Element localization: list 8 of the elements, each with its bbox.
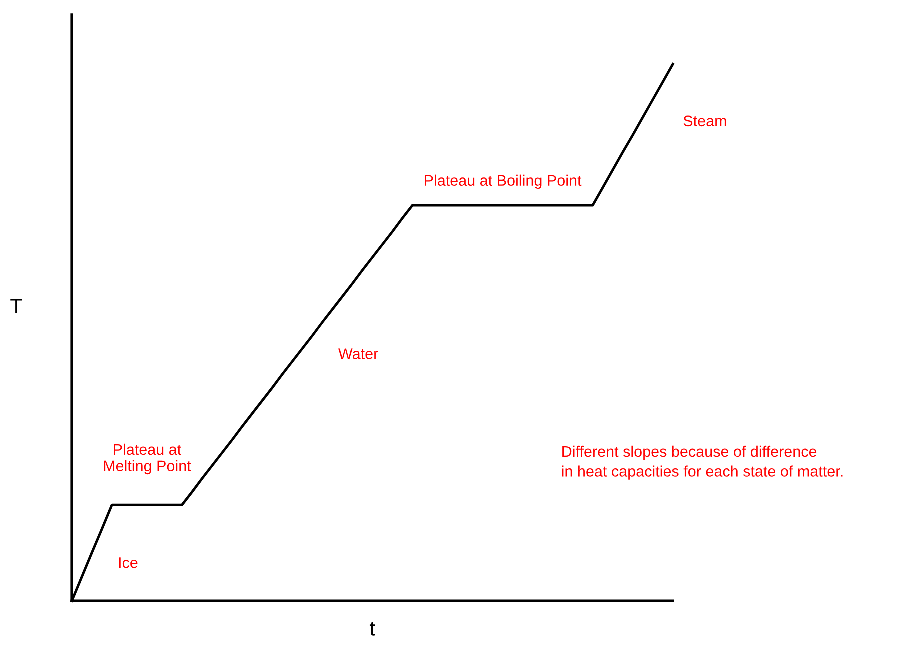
annotation: Different slopes because of difference in heat capacities for each state of matter. [562, 446, 843, 480]
annotation: Plateau at Melting Point [104, 444, 192, 475]
annotation: Ice [119, 558, 138, 568]
y-axis-title: T [10, 299, 22, 314]
annotation: Plateau at Boiling Point [425, 174, 582, 190]
x-axis-title: t [370, 622, 376, 636]
annotation: Water [338, 348, 378, 360]
text: Steam [684, 116, 726, 127]
